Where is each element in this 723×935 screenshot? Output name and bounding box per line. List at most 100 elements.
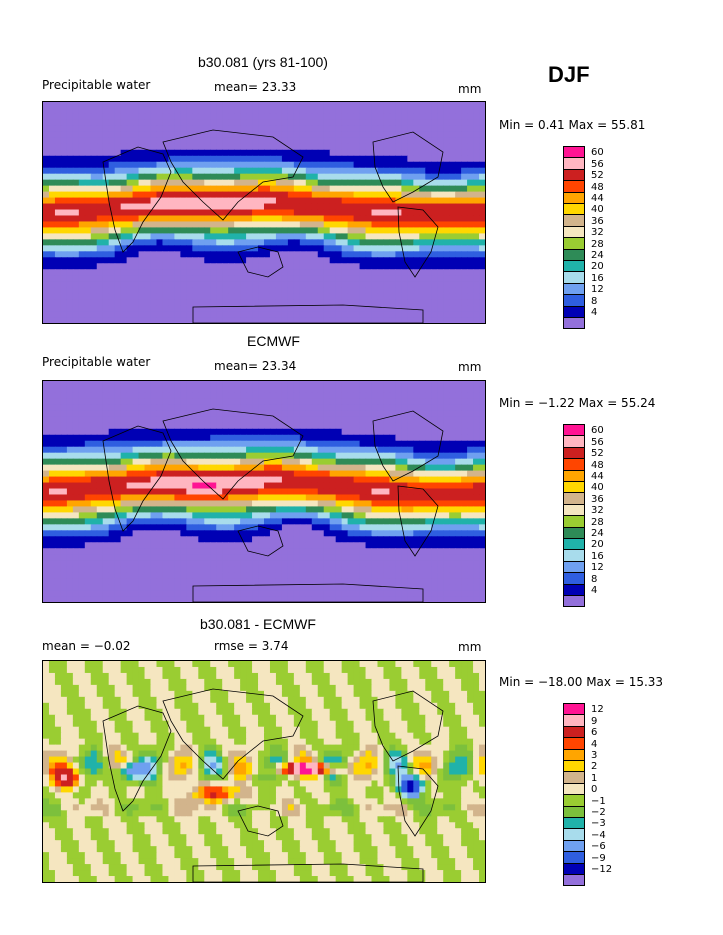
field-cell [96,179,104,187]
field-cell [479,410,485,418]
field-cell [264,275,271,282]
field-cell [54,287,62,294]
field-cell [305,422,313,430]
field-cell [48,269,56,276]
field-cell [96,524,104,531]
field-cell [126,518,134,525]
field-cell [72,179,80,187]
field-cell [275,536,283,543]
field-cell [174,209,181,217]
field-cell [132,440,140,448]
field-cell [60,221,68,229]
field-cell [90,239,98,246]
field-cell [222,422,229,430]
field-cell [246,143,253,151]
field-cell [479,197,485,205]
field-cell [72,428,80,436]
field-cell [359,524,367,531]
field-cell [311,102,319,109]
field-cell [90,221,98,229]
field-cell [323,404,331,412]
field-cell [114,518,122,525]
field-cell [228,257,235,264]
field-cell [311,554,319,561]
field-cell [347,440,355,448]
field-cell [425,239,432,246]
field-cell [461,209,468,217]
field-cell [192,143,199,151]
field-cell [66,464,74,472]
field-cell [192,131,199,139]
field-cell [120,410,128,418]
field-cell [293,293,301,300]
field-cell [246,317,253,323]
field-cell [371,113,379,121]
field-cell [240,251,247,258]
field-cell [162,245,170,252]
field-cell [479,476,485,484]
colorbar-label: 12 [591,284,604,296]
field-cell [72,221,80,229]
field-cell [168,119,175,127]
field-cell [269,191,277,199]
field-cell [240,530,247,537]
field-cell [281,233,289,240]
field-cell [449,404,456,412]
field-cell [371,191,379,199]
field-cell [60,440,68,448]
field-cell [323,398,331,406]
field-cell [162,512,170,519]
field-cell [138,488,146,496]
field-cell [437,488,444,496]
field-cell [120,161,128,169]
field-cell [467,245,474,252]
field-cell [371,131,379,139]
panel-1-mean: mean= 23.33 [214,80,297,94]
field-cell [479,317,485,323]
field-cell [371,143,379,151]
field-cell [317,524,325,531]
field-cell [60,404,68,412]
field-cell [198,167,205,175]
field-cell [216,125,223,133]
field-cell [287,137,295,145]
field-cell [347,239,355,246]
field-cell [467,524,474,531]
field-cell [186,392,193,400]
field-cell [347,233,355,240]
field-cell [377,470,385,478]
field-cell [43,227,50,234]
field-cell [186,245,193,252]
field-cell [311,404,319,412]
field-cell [102,119,110,127]
field-cell [269,482,277,490]
field-cell [96,299,104,306]
field-cell [228,102,235,109]
field-cell [461,185,468,193]
field-cell [72,392,80,400]
field-cell [228,440,235,448]
field-cell [54,215,62,223]
field-cell [401,305,408,312]
field-cell [78,143,86,151]
field-cell [234,143,241,151]
field-cell [43,398,50,406]
field-cell [43,107,50,115]
field-cell [281,113,289,121]
field-cell [198,137,205,145]
field-cell [431,422,438,430]
field-cell [389,161,396,169]
field-cell [102,102,110,109]
field-cell [168,269,175,276]
field-cell [383,185,391,193]
field-cell [240,416,247,424]
field-cell [240,446,247,454]
field-cell [138,317,146,323]
field-cell [144,257,152,264]
field-cell [365,305,373,312]
field-cell [174,287,181,294]
field-cell [305,470,313,478]
field-cell [371,524,379,531]
field-cell [156,257,164,264]
field-cell [132,398,140,406]
